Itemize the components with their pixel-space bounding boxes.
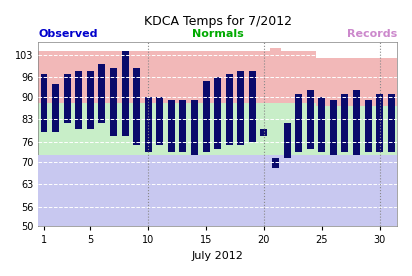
- Bar: [40, 74, 47, 132]
- Bar: [98, 64, 105, 123]
- Bar: [122, 51, 129, 136]
- Bar: [272, 158, 279, 168]
- Bar: [87, 71, 94, 129]
- Bar: [260, 129, 267, 136]
- Bar: [214, 77, 221, 149]
- Text: Normals: Normals: [192, 29, 243, 39]
- Bar: [237, 71, 244, 145]
- Bar: [365, 100, 372, 152]
- Bar: [249, 71, 256, 142]
- Bar: [133, 68, 140, 145]
- Bar: [283, 123, 290, 158]
- Bar: [180, 100, 186, 152]
- Bar: [388, 94, 395, 152]
- Bar: [318, 97, 325, 152]
- Bar: [145, 97, 152, 152]
- Bar: [75, 71, 82, 129]
- Bar: [295, 94, 302, 152]
- Bar: [376, 94, 383, 152]
- Bar: [110, 68, 117, 136]
- Bar: [52, 84, 59, 132]
- Bar: [64, 74, 70, 123]
- Bar: [168, 100, 175, 152]
- Bar: [226, 74, 233, 145]
- Bar: [191, 100, 198, 155]
- Bar: [307, 90, 314, 149]
- Bar: [330, 100, 337, 155]
- Bar: [203, 81, 210, 152]
- Bar: [342, 94, 349, 152]
- Bar: [156, 97, 163, 145]
- Text: Observed: Observed: [38, 29, 98, 39]
- Title: KDCA Temps for 7/2012: KDCA Temps for 7/2012: [144, 15, 292, 28]
- Bar: [353, 90, 360, 155]
- X-axis label: July 2012: July 2012: [192, 251, 243, 261]
- Text: Records: Records: [347, 29, 397, 39]
